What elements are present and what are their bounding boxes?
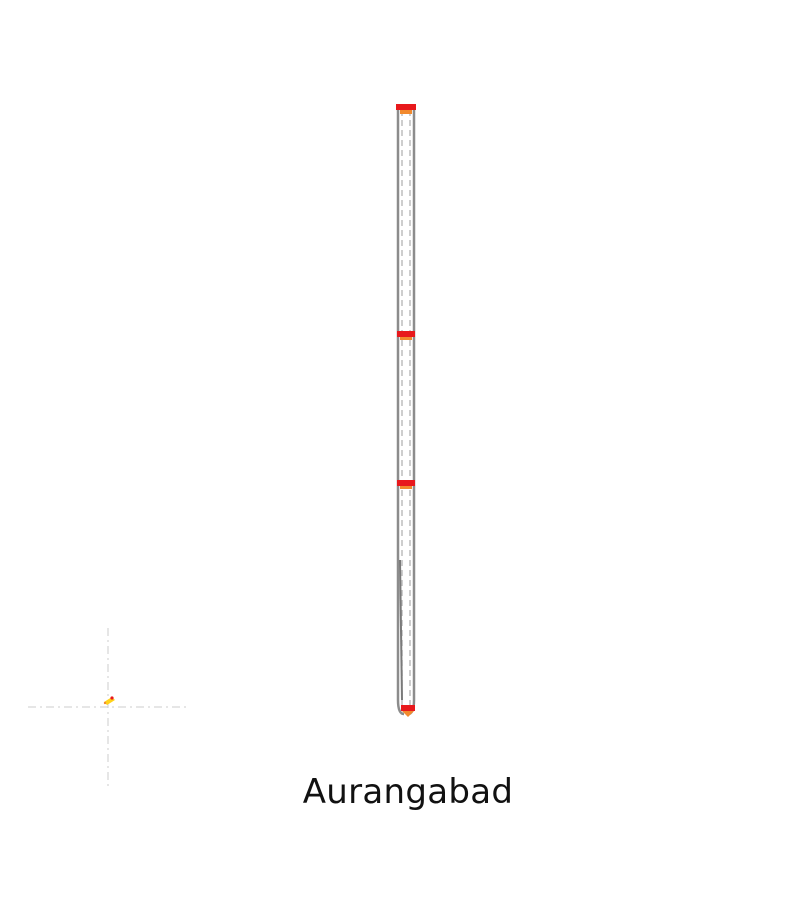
station-marker-icon xyxy=(397,480,415,486)
route-left-track xyxy=(396,108,405,716)
station-marker-accent xyxy=(400,337,412,340)
station-marker-top[interactable] xyxy=(396,104,416,114)
locator-crosshair-icon xyxy=(103,696,115,705)
route-line xyxy=(396,105,416,716)
route-right-track xyxy=(407,108,416,716)
station-marker-accent xyxy=(400,110,412,114)
station-marker-accent xyxy=(402,711,414,717)
station-marker-bottom[interactable] xyxy=(401,705,415,717)
station-marker-icon xyxy=(397,331,415,337)
station-marker-upper-middle[interactable] xyxy=(397,331,415,340)
station-marker-icon xyxy=(396,104,416,110)
map-location-label: Aurangabad xyxy=(302,772,514,812)
station-marker-accent xyxy=(400,486,412,489)
locator-crosshair[interactable] xyxy=(28,628,188,788)
route-lower-thick xyxy=(399,559,403,701)
station-marker-icon xyxy=(401,705,415,711)
station-marker-lower-middle[interactable] xyxy=(397,480,415,489)
